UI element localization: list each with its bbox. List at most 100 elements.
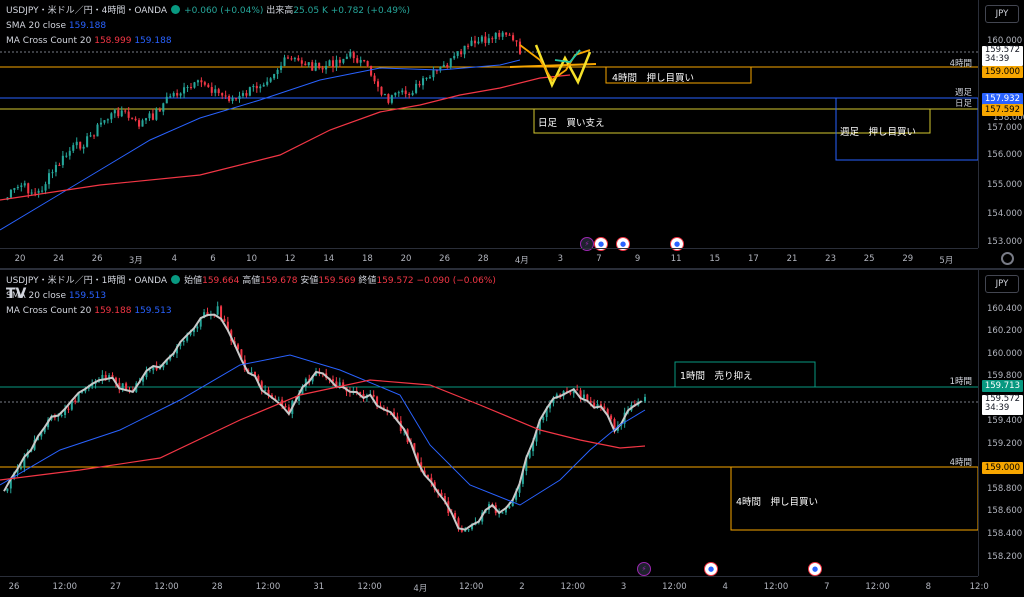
candle-body bbox=[532, 441, 535, 452]
candle-body bbox=[220, 306, 223, 319]
time-axis-4h[interactable]: 20 24 26 3月 4 6 10 12 14 18 20 26 28 4月 3 7 9 11 15 17 21 23 2… bbox=[0, 248, 978, 269]
candle-body bbox=[515, 492, 518, 500]
pane-divider[interactable] bbox=[0, 268, 1024, 270]
sma-label[interactable]: SMA 20 close bbox=[6, 21, 66, 31]
time-tick: 18 bbox=[361, 254, 373, 264]
box-label-4h-buy[interactable]: 4時間 押し目買い bbox=[736, 497, 819, 508]
candle-body bbox=[125, 383, 128, 391]
candle-body bbox=[145, 370, 148, 378]
candle-body bbox=[318, 62, 321, 69]
candle-body bbox=[117, 110, 120, 117]
candle-body bbox=[40, 432, 43, 437]
time-axis-1h[interactable]: 26 12:00 27 12:00 28 12:00 31 12:00 4月 12:00 2 12:0… bbox=[0, 576, 989, 597]
chart-pane-1h[interactable]: USDJPY・米ドル／円・1時間・OANDA 始値159.664 高値159.67… bbox=[0, 270, 1024, 596]
candle-body bbox=[449, 58, 452, 68]
candle-body bbox=[250, 372, 253, 374]
plot-area-4h[interactable]: USDJPY・米ドル／円・4時間・OANDA +0.060 (+0.04%) 出来… bbox=[0, 0, 978, 251]
candle-body bbox=[19, 467, 22, 469]
ma-cross-value-1: 158.999 bbox=[94, 36, 132, 46]
price-tick: 158.600 bbox=[987, 506, 1023, 516]
time-tick: 12:00 bbox=[763, 582, 789, 592]
candle-body bbox=[572, 389, 575, 394]
lightning-icon[interactable]: ⚡ bbox=[580, 237, 594, 251]
us-flag-icon[interactable]: ● bbox=[616, 237, 630, 251]
candle-body bbox=[138, 120, 141, 127]
candle-body bbox=[387, 94, 390, 103]
chart-pane-4h[interactable]: USDJPY・米ドル／円・4時間・OANDA +0.060 (+0.04%) 出来… bbox=[0, 0, 1024, 268]
time-tick: 5月 bbox=[939, 256, 954, 266]
candle-body bbox=[456, 51, 459, 56]
settings-icon[interactable] bbox=[1001, 252, 1014, 265]
ma-cross-label[interactable]: MA Cross Count 20 bbox=[6, 36, 92, 46]
us-flag-icon[interactable]: ● bbox=[670, 237, 684, 251]
box-label-4h-buy[interactable]: 4時間 押し目買い bbox=[612, 73, 695, 84]
candle-body bbox=[121, 383, 124, 389]
candle-body bbox=[169, 96, 172, 98]
candle-body bbox=[44, 184, 47, 191]
box-label-daily-support[interactable]: 日足 買い支え bbox=[538, 118, 605, 129]
time-tick: 10 bbox=[246, 254, 258, 264]
box-label-1h-sell[interactable]: 1時間 売り抑え bbox=[680, 371, 753, 382]
price-chart-1h[interactable] bbox=[0, 270, 978, 576]
candle-body bbox=[643, 396, 647, 402]
lightning-icon[interactable]: ⚡ bbox=[637, 562, 651, 576]
time-tick: 29 bbox=[902, 254, 914, 264]
candle-body bbox=[238, 95, 241, 100]
ma-cross-value-2: 159.513 bbox=[134, 306, 172, 316]
us-flag-icon[interactable]: ● bbox=[704, 562, 718, 576]
candle-body bbox=[196, 326, 199, 329]
box-label-weekly-buy[interactable]: 週足 押し目買い bbox=[840, 127, 917, 138]
candle-body bbox=[58, 164, 61, 166]
currency-selector[interactable]: JPY bbox=[985, 275, 1019, 293]
price-tick: 158.400 bbox=[987, 529, 1023, 539]
candle-body bbox=[280, 65, 283, 70]
candle-body bbox=[158, 109, 161, 112]
candle-body bbox=[335, 59, 338, 68]
candle-body bbox=[131, 117, 134, 119]
candle-body bbox=[9, 189, 12, 198]
candle-body bbox=[210, 87, 213, 93]
candle-body bbox=[508, 34, 511, 36]
price-tick: 160.400 bbox=[987, 304, 1023, 314]
volume-change: +0.782 (+0.49%) bbox=[330, 6, 411, 16]
price-axis-4h[interactable]: JPY 160.000 158.000 157.000 156.000 155.… bbox=[978, 0, 1024, 248]
time-tick: 12:0 bbox=[969, 582, 989, 592]
candle-body bbox=[610, 415, 613, 420]
candle-body bbox=[487, 38, 490, 43]
time-tick: 12:00 bbox=[560, 582, 586, 592]
price-axis-1h[interactable]: JPY 160.400 160.200 160.000 159.800 159.… bbox=[978, 270, 1024, 576]
forecast-path-green bbox=[554, 49, 581, 63]
candle-body bbox=[425, 77, 428, 79]
weekly-price-tag: 157.932 bbox=[981, 93, 1023, 105]
candle-body bbox=[155, 109, 158, 120]
time-tick: 14 bbox=[323, 254, 335, 264]
candle-body bbox=[420, 462, 423, 471]
us-flag-icon[interactable]: ● bbox=[808, 562, 822, 576]
price-tick: 158.000 bbox=[993, 113, 1024, 123]
candle-body bbox=[331, 60, 335, 68]
candle-body bbox=[64, 408, 67, 415]
candle-body bbox=[240, 349, 243, 360]
candle-body bbox=[67, 408, 70, 410]
candle-body bbox=[477, 41, 480, 44]
symbol-title[interactable]: USDJPY・米ドル／円・1時間・OANDA bbox=[6, 276, 168, 286]
candle-body bbox=[82, 146, 85, 149]
candle-body bbox=[16, 468, 19, 473]
candle-body bbox=[86, 136, 89, 147]
ma-cross-label[interactable]: MA Cross Count 20 bbox=[6, 306, 92, 316]
symbol-title[interactable]: USDJPY・米ドル／円・4時間・OANDA bbox=[6, 6, 168, 16]
currency-selector[interactable]: JPY bbox=[985, 5, 1019, 23]
candle-body bbox=[118, 382, 121, 389]
candle-body bbox=[111, 375, 114, 378]
candle-body bbox=[51, 172, 54, 174]
sma-label[interactable]: SMA 20 close bbox=[6, 291, 66, 301]
candle-body bbox=[74, 400, 77, 403]
candle-body bbox=[552, 398, 555, 404]
us-flag-icon[interactable]: ● bbox=[594, 237, 608, 251]
candle-body bbox=[443, 496, 446, 502]
plot-area-1h[interactable]: USDJPY・米ドル／円・1時間・OANDA 始値159.664 高値159.67… bbox=[0, 270, 978, 576]
time-tick: 3月 bbox=[128, 256, 143, 266]
candle-body bbox=[231, 98, 234, 102]
candle-body bbox=[394, 92, 397, 96]
price-chart-4h[interactable] bbox=[0, 0, 978, 248]
